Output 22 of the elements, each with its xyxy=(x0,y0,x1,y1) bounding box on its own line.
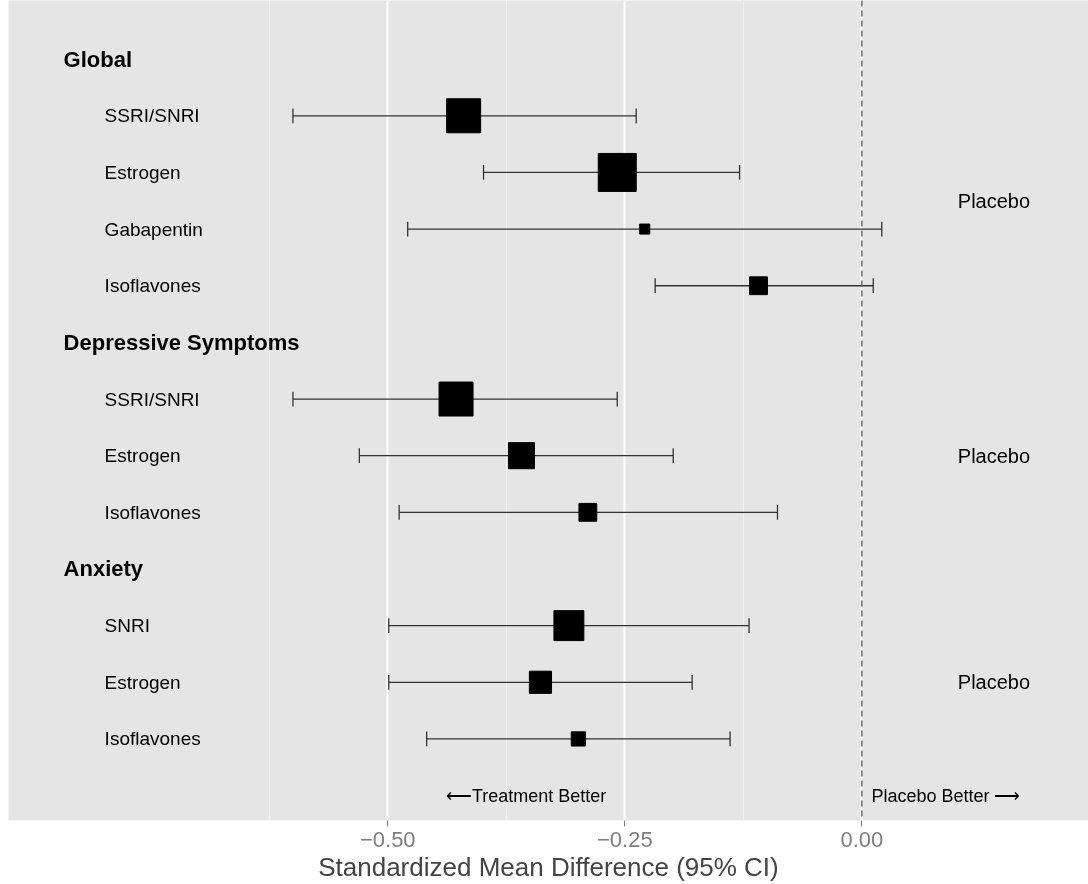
y-tick-label: Isoflavones xyxy=(104,728,201,750)
annotation: ⟵Treatment Better xyxy=(445,785,607,806)
x-tick-label: 0.00 xyxy=(840,826,884,852)
x-tick-label: −0.25 xyxy=(597,826,653,852)
annotation: Placebo xyxy=(957,671,1031,694)
y-tick-label: Estrogen xyxy=(104,671,181,693)
y-tick-label: Isoflavones xyxy=(104,501,201,523)
y-tick-label: Isoflavones xyxy=(104,275,201,297)
y-tick-label: SSRI/SNRI xyxy=(104,388,200,410)
annotation: Placebo xyxy=(957,189,1031,212)
y-tick-label: Estrogen xyxy=(104,161,181,183)
y-tick-label: SSRI/SNRI xyxy=(104,105,200,127)
y-tick-label: Gabapentin xyxy=(104,218,203,240)
y-tick-label: Depressive Symptoms xyxy=(63,329,300,355)
y-tick-label: SNRI xyxy=(104,615,151,637)
annotation: Placebo xyxy=(957,444,1031,467)
y-tick-label: Estrogen xyxy=(104,445,181,467)
y-tick-label: Anxiety xyxy=(63,556,144,582)
x-axis-title: Standardized Mean Difference (95% CI) xyxy=(318,851,779,882)
y-tick-label: Global xyxy=(63,46,133,72)
annotation: Placebo Better ⟶ xyxy=(871,785,1021,806)
x-tick-label: −0.50 xyxy=(359,826,416,852)
